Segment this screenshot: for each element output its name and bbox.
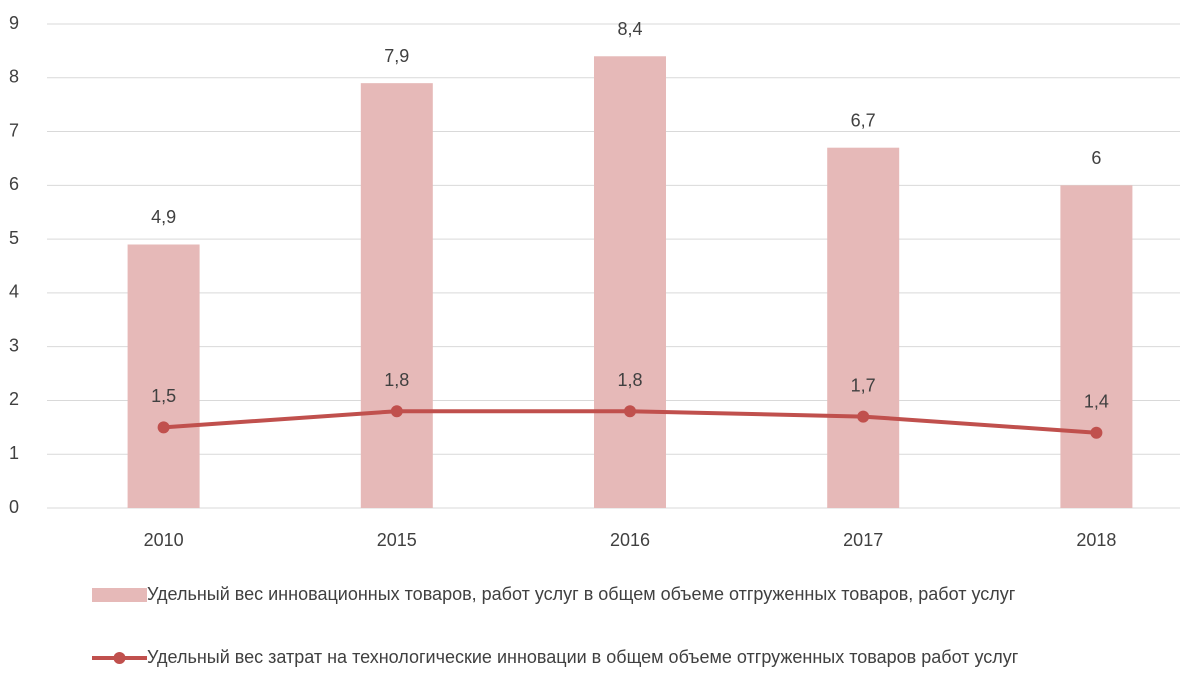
plot: 0 1 2 3 4 5 6 7 8 9 2010 2015 2016 2017 2018 4,9 7,9 8,4 6… — [9, 13, 1180, 550]
data-label: 7,9 — [384, 46, 409, 66]
x-tick-label: 2015 — [377, 530, 417, 550]
bar — [594, 56, 666, 509]
line-marker — [857, 410, 870, 423]
line-marker — [1090, 426, 1103, 439]
data-label: 4,9 — [151, 207, 176, 227]
data-label: 1,7 — [851, 375, 876, 395]
bar — [827, 147, 900, 508]
y-tick-label: 9 — [9, 13, 19, 33]
x-tick-label: 2010 — [144, 530, 184, 550]
legend-label: Удельный вес затрат на технологические и… — [147, 647, 1019, 667]
y-tick-label: 7 — [9, 120, 19, 140]
line-marker — [390, 405, 403, 418]
y-tick-label: 1 — [9, 443, 19, 463]
y-tick-label: 0 — [9, 497, 19, 517]
legend-swatch-bar — [92, 588, 147, 602]
legend-swatch-marker — [113, 652, 126, 664]
x-tick-label: 2018 — [1076, 530, 1116, 550]
line-marker — [624, 405, 636, 418]
data-label: 6,7 — [851, 110, 876, 130]
bar — [1060, 185, 1133, 509]
legend-item: Удельный вес инновационных товаров, рабо… — [92, 581, 1172, 608]
y-tick-label: 5 — [9, 228, 19, 248]
legend-swatch — [92, 588, 147, 602]
legend-label: Удельный вес инновационных товаров, рабо… — [147, 584, 1016, 604]
data-label: 8,4 — [617, 19, 642, 39]
x-tick-label: 2017 — [843, 530, 883, 550]
line-marker — [157, 421, 170, 434]
data-label: 1,4 — [1084, 391, 1109, 411]
legend-item: Удельный вес затрат на технологические и… — [92, 644, 1172, 671]
y-tick-label: 3 — [9, 335, 19, 355]
x-tick-label: 2016 — [610, 530, 650, 550]
data-label: 1,8 — [617, 370, 642, 390]
data-label: 1,5 — [151, 386, 176, 406]
bar — [360, 83, 433, 509]
y-tick-label: 2 — [9, 389, 19, 409]
y-tick-label: 8 — [9, 67, 19, 87]
bar — [127, 244, 200, 508]
legend-swatch — [92, 652, 147, 664]
data-label: 6 — [1091, 148, 1101, 168]
data-label: 1,8 — [384, 370, 409, 390]
y-tick-label: 4 — [9, 282, 19, 302]
y-tick-label: 6 — [9, 174, 19, 194]
